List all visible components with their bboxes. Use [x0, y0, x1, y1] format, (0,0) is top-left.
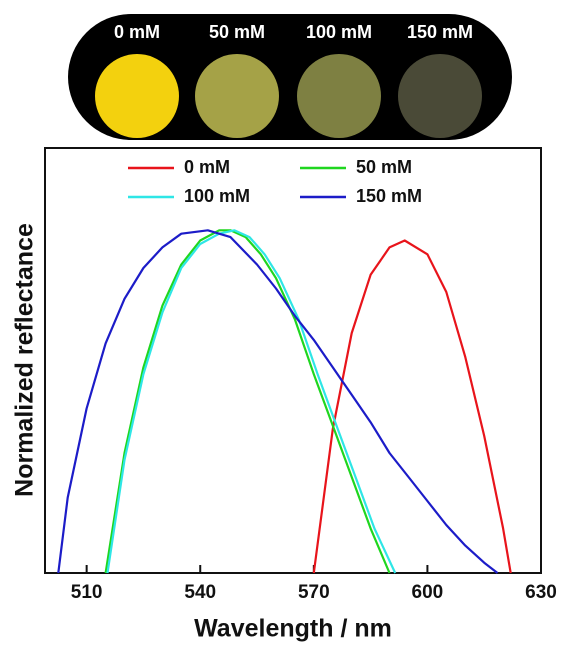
- x-tick-label: 630: [525, 582, 557, 603]
- sample-swatch: [297, 54, 381, 138]
- sample-swatch: [398, 54, 482, 138]
- legend-label: 50 mM: [356, 157, 412, 177]
- series-line: [108, 230, 396, 573]
- x-tick-label: 600: [412, 582, 444, 603]
- series-line: [106, 230, 390, 573]
- sample-label: 50 mM: [209, 22, 265, 42]
- legend-label: 150 mM: [356, 186, 422, 206]
- legend-label: 0 mM: [184, 157, 230, 177]
- y-axis-label: Normalized reflectance: [11, 223, 39, 497]
- sample-swatch: [195, 54, 279, 138]
- figure: Wavelength / nm Normalized reflectance 0…: [0, 0, 566, 648]
- x-axis-label: Wavelength / nm: [194, 615, 392, 643]
- x-tick-label: 570: [298, 582, 330, 603]
- sample-label: 0 mM: [114, 22, 160, 42]
- sample-swatch: [95, 54, 179, 138]
- legend-label: 100 mM: [184, 186, 250, 206]
- sample-label: 150 mM: [407, 22, 473, 42]
- sample-label: 100 mM: [306, 22, 372, 42]
- x-tick-label: 540: [184, 582, 216, 603]
- x-tick-label: 510: [71, 582, 103, 603]
- series-line: [314, 241, 511, 574]
